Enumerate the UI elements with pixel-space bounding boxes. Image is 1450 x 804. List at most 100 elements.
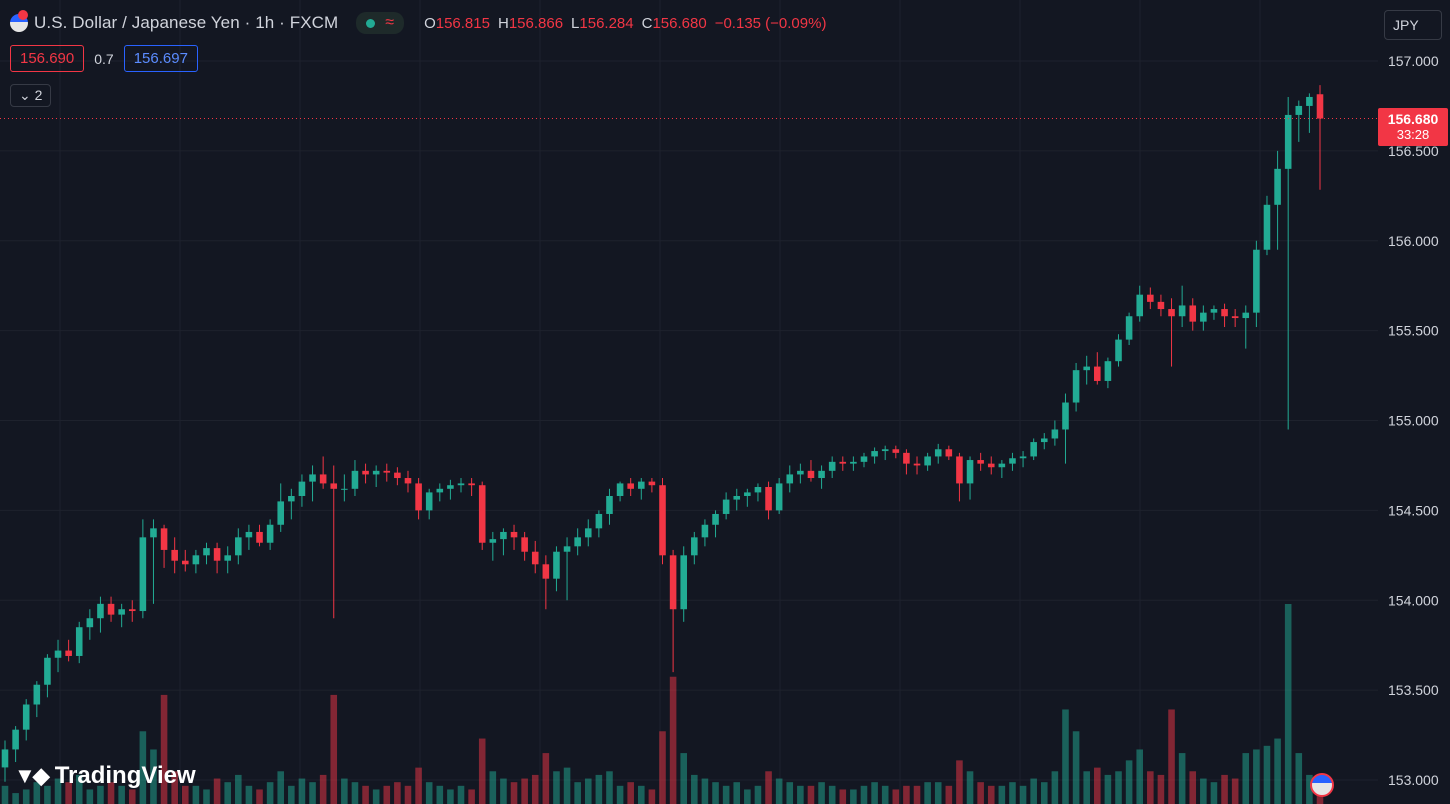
volume-bar — [574, 782, 581, 804]
volume-bar — [680, 753, 687, 804]
candle-body — [722, 499, 730, 514]
volume-bar — [1019, 785, 1027, 804]
candle-body — [457, 483, 465, 486]
volume-bar — [128, 789, 136, 804]
candle-body — [924, 456, 931, 466]
candle-body — [394, 472, 401, 479]
candle-body — [1030, 442, 1037, 457]
candle-body — [1136, 294, 1144, 317]
volume-bar — [945, 785, 953, 804]
candle-body — [1115, 339, 1122, 362]
low-value: 156.284 — [579, 14, 634, 32]
change-value: −0.135 (−0.09%) — [714, 14, 827, 32]
volume-bar — [1178, 753, 1186, 804]
volume-bar — [1189, 771, 1197, 804]
candle-body — [1019, 456, 1027, 459]
volume-bar — [415, 767, 422, 804]
candle-body — [648, 481, 656, 486]
candle-body — [1, 749, 9, 768]
volume-bar — [235, 774, 242, 804]
candle-body — [266, 524, 274, 543]
candle-body — [277, 501, 285, 525]
candle-body — [595, 513, 603, 529]
volume-bar — [606, 771, 613, 804]
candle-body — [818, 470, 825, 479]
candle-body — [341, 488, 348, 490]
usd-jpy-flag-icon — [10, 10, 28, 32]
candle-body — [807, 470, 815, 479]
buy-button[interactable]: 156.697 — [123, 45, 198, 72]
candle-body — [54, 650, 62, 658]
market-open-dot-icon — [366, 18, 376, 28]
y-tick-label: 156.500 — [1388, 143, 1439, 159]
volume-bar — [712, 782, 719, 804]
candle-body — [680, 555, 687, 610]
volume-bar — [213, 778, 221, 804]
candle-body — [1147, 294, 1154, 302]
currency-button[interactable]: JPY — [1384, 10, 1442, 40]
candle-body — [542, 564, 550, 579]
volume-bar — [171, 771, 178, 804]
candle-body — [1274, 168, 1281, 205]
candle-body — [1263, 204, 1271, 250]
volume-bar — [510, 782, 518, 804]
candle-body — [797, 470, 804, 475]
market-status[interactable]: ≈ — [356, 12, 405, 34]
indicators-collapse-button[interactable]: ⌄ 2 — [10, 84, 52, 107]
candle-body — [65, 650, 72, 656]
candle-body — [425, 492, 433, 511]
candle-body — [500, 531, 507, 540]
candle-body — [892, 449, 900, 453]
candle-body — [977, 460, 984, 464]
candle-body — [213, 548, 221, 561]
candle-body — [521, 537, 528, 552]
volume-bar — [1030, 778, 1037, 804]
candle-body — [765, 487, 772, 511]
symbol-title[interactable]: U.S. Dollar / Japanese Yen · 1h · FXCM — [34, 13, 339, 32]
y-tick-label: 157.000 — [1388, 53, 1439, 69]
candle-body — [86, 618, 94, 628]
candle-body — [606, 495, 613, 514]
tradingview-logo[interactable]: ▼◆ TradingView — [14, 762, 196, 790]
candle-body — [1072, 370, 1080, 403]
candle-body — [1125, 316, 1133, 340]
candle-body — [531, 551, 539, 565]
candle-body — [712, 513, 719, 525]
candle-body — [701, 524, 709, 538]
volume-bar — [12, 793, 19, 804]
volume-bar — [1210, 782, 1218, 804]
volume-bar — [192, 785, 200, 804]
volume-bar — [203, 789, 210, 804]
volume-bar — [521, 778, 528, 804]
y-tick-label: 154.000 — [1388, 592, 1439, 608]
volume-bar — [765, 771, 772, 804]
candle-body — [860, 456, 868, 462]
volume-bar — [1231, 778, 1239, 804]
volume-bar — [22, 789, 30, 804]
y-axis-ticks: 157.000 156.500 156.000 155.500 155.000 154.5… — [1388, 53, 1439, 788]
volume-bar — [319, 774, 327, 804]
volume-bar — [850, 789, 857, 804]
candle-body — [75, 627, 83, 656]
volume-bar — [1051, 771, 1059, 804]
candle-body — [1094, 366, 1101, 381]
y-tick-label: 156.000 — [1388, 233, 1439, 249]
candle-body — [744, 492, 751, 496]
candle-body — [659, 485, 666, 556]
indicator-count: 2 — [34, 87, 43, 103]
us-economic-event-icon[interactable] — [1310, 773, 1334, 797]
volume-bar — [892, 789, 900, 804]
candle-body — [468, 483, 475, 486]
candle-body — [12, 729, 19, 750]
candle-body — [1040, 438, 1048, 443]
volume-bar — [330, 694, 338, 804]
sell-button[interactable]: 156.690 — [10, 45, 85, 72]
high-label: H — [497, 14, 509, 32]
candle-body — [1168, 309, 1175, 317]
candle-body — [934, 449, 942, 457]
volume-bar — [468, 789, 475, 804]
candle-body — [563, 546, 571, 552]
candle-body — [288, 495, 295, 502]
candle-body — [733, 495, 741, 500]
